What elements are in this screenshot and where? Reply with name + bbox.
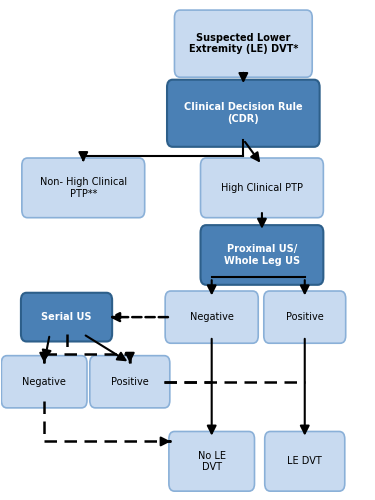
FancyBboxPatch shape <box>90 356 170 408</box>
Text: Positive: Positive <box>286 312 324 322</box>
Text: Negative: Negative <box>22 377 66 387</box>
FancyBboxPatch shape <box>201 225 323 285</box>
Text: No LE
DVT: No LE DVT <box>198 450 226 472</box>
FancyBboxPatch shape <box>169 432 255 491</box>
FancyBboxPatch shape <box>22 158 145 218</box>
FancyBboxPatch shape <box>21 293 112 342</box>
Text: Positive: Positive <box>111 377 148 387</box>
Text: High Clinical PTP: High Clinical PTP <box>221 183 303 193</box>
FancyBboxPatch shape <box>201 158 323 218</box>
Text: Serial US: Serial US <box>41 312 92 322</box>
FancyBboxPatch shape <box>265 432 345 491</box>
FancyBboxPatch shape <box>264 291 346 343</box>
FancyBboxPatch shape <box>174 10 312 77</box>
Text: Non- High Clinical
PTP**: Non- High Clinical PTP** <box>40 177 127 199</box>
Text: Suspected Lower
Extremity (LE) DVT*: Suspected Lower Extremity (LE) DVT* <box>189 33 298 54</box>
Text: Clinical Decision Rule
(CDR): Clinical Decision Rule (CDR) <box>184 102 303 124</box>
Text: Proximal US/
Whole Leg US: Proximal US/ Whole Leg US <box>224 244 300 266</box>
FancyBboxPatch shape <box>167 80 320 147</box>
Text: LE DVT: LE DVT <box>287 456 322 466</box>
FancyBboxPatch shape <box>165 291 258 343</box>
FancyBboxPatch shape <box>2 356 87 408</box>
Text: Negative: Negative <box>190 312 234 322</box>
